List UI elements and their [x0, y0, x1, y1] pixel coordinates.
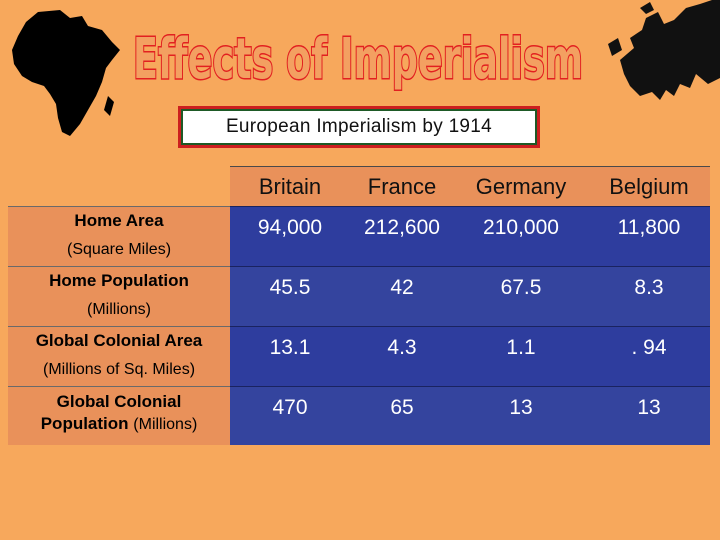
row-label-main-2: Population [40, 414, 129, 433]
row-label-sub: (Millions) [87, 301, 151, 318]
table-row: Home Population (Millions) 45.5 42 67.5 … [8, 266, 710, 327]
cell-value: 42 [350, 266, 454, 327]
imperialism-table: Britain France Germany Belgium Home Area… [8, 166, 710, 445]
column-header-france: France [350, 166, 454, 207]
table-corner [8, 167, 230, 207]
row-label-home-area: Home Area (Square Miles) [8, 206, 230, 267]
cell-value: 65 [350, 386, 454, 445]
row-label-main: Global Colonial Area [35, 331, 203, 350]
table-header-row: Britain France Germany Belgium [8, 166, 710, 207]
row-label-main: Home Area [74, 211, 164, 230]
row-label-global-colonial-population: Global Colonial Population (Millions) [8, 386, 230, 445]
column-header-belgium: Belgium [588, 166, 710, 207]
cell-value: . 94 [588, 326, 710, 387]
cell-value: 13 [454, 386, 588, 445]
column-header-germany: Germany [454, 166, 588, 207]
cell-value: 11,800 [588, 206, 710, 267]
cell-value: 45.5 [230, 266, 350, 327]
table-row: Global Colonial Area (Millions of Sq. Mi… [8, 326, 710, 387]
page-title-text: Effects of Imperialism [133, 27, 583, 92]
row-label-main: Home Population [49, 271, 189, 290]
table-row: Home Area (Square Miles) 94,000 212,600 … [8, 206, 710, 267]
cell-value: 470 [230, 386, 350, 445]
table-row: Global Colonial Population (Millions) 47… [8, 386, 710, 445]
cell-value: 94,000 [230, 206, 350, 267]
row-label-main: Global Colonial [56, 392, 182, 411]
row-label-global-colonial-area: Global Colonial Area (Millions of Sq. Mi… [8, 326, 230, 387]
europe-map-icon [608, 0, 720, 100]
cell-value: 67.5 [454, 266, 588, 327]
cell-value: 4.3 [350, 326, 454, 387]
row-label-sub: (Millions) [133, 416, 198, 433]
cell-value: 13.1 [230, 326, 350, 387]
cell-value: 8.3 [588, 266, 710, 327]
africa-map-icon [12, 10, 120, 136]
column-header-britain: Britain [230, 166, 350, 207]
row-label-sub: (Millions of Sq. Miles) [42, 361, 196, 378]
subtitle-text: European Imperialism by 1914 [183, 111, 535, 143]
cell-value: 1.1 [454, 326, 588, 387]
cell-value: 13 [588, 386, 710, 445]
page-title: Effects of Imperialism [132, 26, 585, 94]
cell-value: 210,000 [454, 206, 588, 267]
cell-value: 212,600 [350, 206, 454, 267]
subtitle-box: European Imperialism by 1914 [178, 106, 540, 148]
row-label-sub: (Square Miles) [66, 241, 172, 258]
row-label-home-population: Home Population (Millions) [8, 266, 230, 327]
